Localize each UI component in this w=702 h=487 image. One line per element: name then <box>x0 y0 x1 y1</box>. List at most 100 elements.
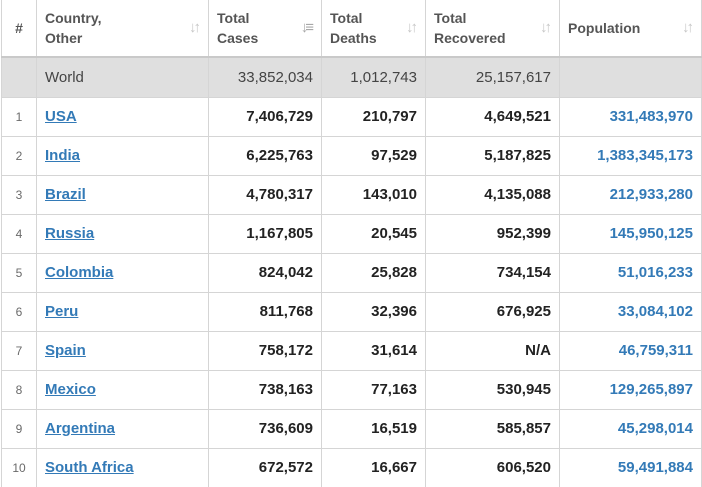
world-deaths-cell: 1,012,743 <box>321 56 426 98</box>
country-link[interactable]: Russia <box>45 225 95 242</box>
table-row: 4 Russia 1,167,805 20,545 952,399 145,950,125 <box>1 213 702 254</box>
world-rank-cell <box>1 56 37 98</box>
total-recovered-cell: 676,925 <box>425 291 560 332</box>
table-row: 1 USA 7,406,729 210,797 4,649,521 331,483,970 <box>1 96 702 137</box>
total-recovered-cell: 4,135,088 <box>425 174 560 215</box>
population-cell: 33,084,102 <box>559 291 702 332</box>
total-cases-cell: 672,572 <box>208 447 322 487</box>
total-recovered-cell: 585,857 <box>425 408 560 449</box>
rank-cell: 4 <box>1 213 37 254</box>
country-link[interactable]: Spain <box>45 342 86 359</box>
country-link[interactable]: India <box>45 147 81 164</box>
country-link[interactable]: USA <box>45 108 77 125</box>
total-cases-cell: 1,167,805 <box>208 213 322 254</box>
country-link[interactable]: Mexico <box>45 381 96 398</box>
total-recovered-cell: N/A <box>425 330 560 371</box>
header-recovered-line1: Total <box>434 10 467 26</box>
header-rank-label: # <box>15 20 23 36</box>
table-row: 5 Colombia 824,042 25,828 734,154 51,016,233 <box>1 252 702 293</box>
country-cell: India <box>36 135 209 176</box>
header-cases-line1: Total <box>217 10 250 26</box>
total-deaths-cell: 31,614 <box>321 330 426 371</box>
total-deaths-cell: 16,667 <box>321 447 426 487</box>
table-row: 3 Brazil 4,780,317 143,010 4,135,088 212,933,… <box>1 174 702 215</box>
world-cases-cell: 33,852,034 <box>208 56 322 98</box>
sort-arrows-icon[interactable]: ↓↑ <box>540 19 552 36</box>
country-cell: Spain <box>36 330 209 371</box>
population-cell: 331,483,970 <box>559 96 702 137</box>
table-row: 7 Spain 758,172 31,614 N/A 46,759,311 <box>1 330 702 371</box>
population-cell: 212,933,280 <box>559 174 702 215</box>
total-recovered-cell: 4,649,521 <box>425 96 560 137</box>
header-deaths-line2: Deaths <box>330 30 377 46</box>
population-cell: 1,383,345,173 <box>559 135 702 176</box>
country-cell: USA <box>36 96 209 137</box>
total-cases-cell: 4,780,317 <box>208 174 322 215</box>
rank-cell: 9 <box>1 408 37 449</box>
total-deaths-cell: 25,828 <box>321 252 426 293</box>
header-total-recovered[interactable]: Total Recovered ↓↑ <box>425 0 560 58</box>
table-row: 10 South Africa 672,572 16,667 606,520 59,491… <box>1 447 702 487</box>
country-cell: Russia <box>36 213 209 254</box>
sort-arrows-icon[interactable]: ↓↑ <box>682 19 694 36</box>
country-cell: South Africa <box>36 447 209 487</box>
country-cell: Brazil <box>36 174 209 215</box>
rank-cell: 10 <box>1 447 37 487</box>
header-country[interactable]: Country, Other ↓↑ <box>36 0 209 58</box>
rank-cell: 3 <box>1 174 37 215</box>
total-recovered-cell: 530,945 <box>425 369 560 410</box>
header-population[interactable]: Population ↓↑ <box>559 0 702 58</box>
total-recovered-cell: 952,399 <box>425 213 560 254</box>
country-link[interactable]: Peru <box>45 303 79 320</box>
total-deaths-cell: 210,797 <box>321 96 426 137</box>
total-deaths-cell: 16,519 <box>321 408 426 449</box>
country-link[interactable]: South Africa <box>45 459 134 476</box>
rank-cell: 5 <box>1 252 37 293</box>
total-deaths-cell: 20,545 <box>321 213 426 254</box>
population-cell: 51,016,233 <box>559 252 702 293</box>
country-cell: Colombia <box>36 252 209 293</box>
world-population-cell <box>559 56 702 98</box>
header-country-line1: Country, <box>45 10 102 26</box>
sort-arrows-icon[interactable]: ↓↑ <box>189 19 201 36</box>
table-row: 2 India 6,225,763 97,529 5,187,825 1,383,345,… <box>1 135 702 176</box>
country-cell: Peru <box>36 291 209 332</box>
world-recovered-cell: 25,157,617 <box>425 56 560 98</box>
rank-cell: 8 <box>1 369 37 410</box>
rank-cell: 2 <box>1 135 37 176</box>
country-cell: Mexico <box>36 369 209 410</box>
header-population-label: Population <box>568 20 641 36</box>
total-deaths-cell: 32,396 <box>321 291 426 332</box>
total-cases-cell: 6,225,763 <box>208 135 322 176</box>
sort-descending-icon[interactable]: ↓≡ <box>300 19 314 36</box>
total-cases-cell: 758,172 <box>208 330 322 371</box>
header-total-deaths[interactable]: Total Deaths ↓↑ <box>321 0 426 58</box>
header-country-line2: Other <box>45 30 83 46</box>
rank-cell: 1 <box>1 96 37 137</box>
header-recovered-line2: Recovered <box>434 30 506 46</box>
population-cell: 59,491,884 <box>559 447 702 487</box>
country-link[interactable]: Argentina <box>45 420 116 437</box>
population-cell: 45,298,014 <box>559 408 702 449</box>
rank-cell: 6 <box>1 291 37 332</box>
population-cell: 129,265,897 <box>559 369 702 410</box>
country-cell: Argentina <box>36 408 209 449</box>
world-country-cell: World <box>36 56 209 98</box>
country-link[interactable]: Brazil <box>45 186 86 203</box>
total-recovered-cell: 734,154 <box>425 252 560 293</box>
total-cases-cell: 7,406,729 <box>208 96 322 137</box>
total-cases-cell: 738,163 <box>208 369 322 410</box>
total-cases-cell: 736,609 <box>208 408 322 449</box>
table-row: 8 Mexico 738,163 77,163 530,945 129,265,897 <box>1 369 702 410</box>
country-link[interactable]: Colombia <box>45 264 114 281</box>
header-deaths-line1: Total <box>330 10 363 26</box>
sort-arrows-icon[interactable]: ↓↑ <box>406 19 418 36</box>
total-recovered-cell: 606,520 <box>425 447 560 487</box>
header-total-cases[interactable]: Total Cases ↓≡ <box>208 0 322 58</box>
population-cell: 46,759,311 <box>559 330 702 371</box>
rank-cell: 7 <box>1 330 37 371</box>
total-deaths-cell: 97,529 <box>321 135 426 176</box>
total-deaths-cell: 77,163 <box>321 369 426 410</box>
total-deaths-cell: 143,010 <box>321 174 426 215</box>
